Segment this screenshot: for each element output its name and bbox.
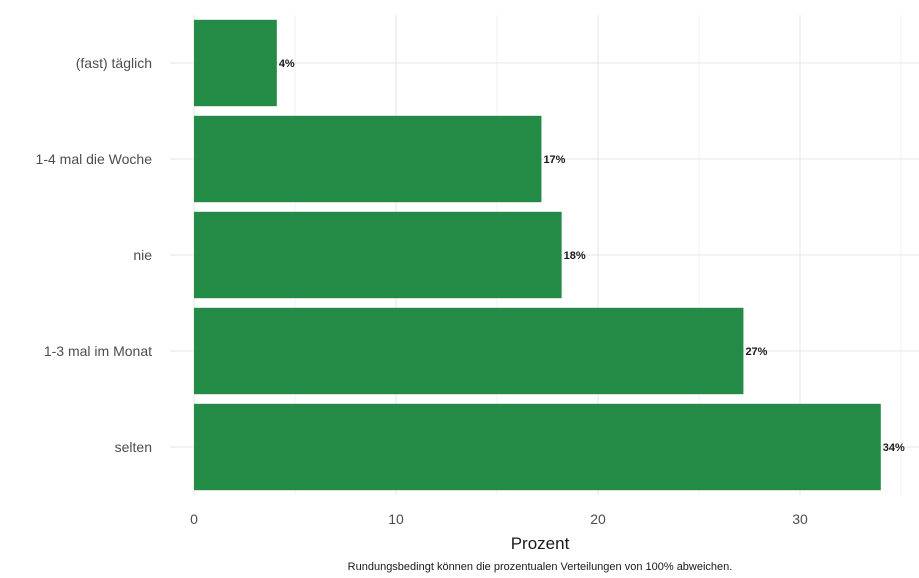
value-labels-group: 4% 17% 18% 27% 34% (279, 58, 905, 454)
chart-caption: Rundungsbedingt können die prozentualen … (348, 561, 733, 573)
x-tick-label: 10 (388, 511, 404, 527)
bar-value-label: 27% (745, 346, 767, 358)
x-tick-label: 0 (190, 511, 198, 527)
bars-group (194, 19, 881, 491)
bar-value-label: 4% (279, 58, 295, 70)
bar (194, 19, 277, 107)
category-label: nie (133, 247, 152, 263)
x-tick-label: 30 (792, 511, 808, 527)
category-label: 1-4 mal die Woche (36, 151, 153, 167)
category-label: (fast) täglich (76, 55, 152, 71)
bar (194, 307, 744, 395)
bar (194, 403, 881, 491)
x-tick-labels-group: 0 10 20 30 (190, 511, 808, 527)
x-tick-label: 20 (590, 511, 606, 527)
bar-value-label: 17% (543, 154, 565, 166)
x-axis-title: Prozent (511, 534, 570, 553)
category-labels-group: (fast) täglich 1-4 mal die Woche nie 1-3 ma… (36, 55, 153, 455)
category-label: selten (115, 439, 152, 455)
bar (194, 115, 542, 203)
bar-value-label: 18% (564, 250, 586, 262)
category-label: 1-3 mal im Monat (44, 343, 152, 359)
bar (194, 211, 562, 299)
bar-value-label: 34% (883, 442, 905, 454)
